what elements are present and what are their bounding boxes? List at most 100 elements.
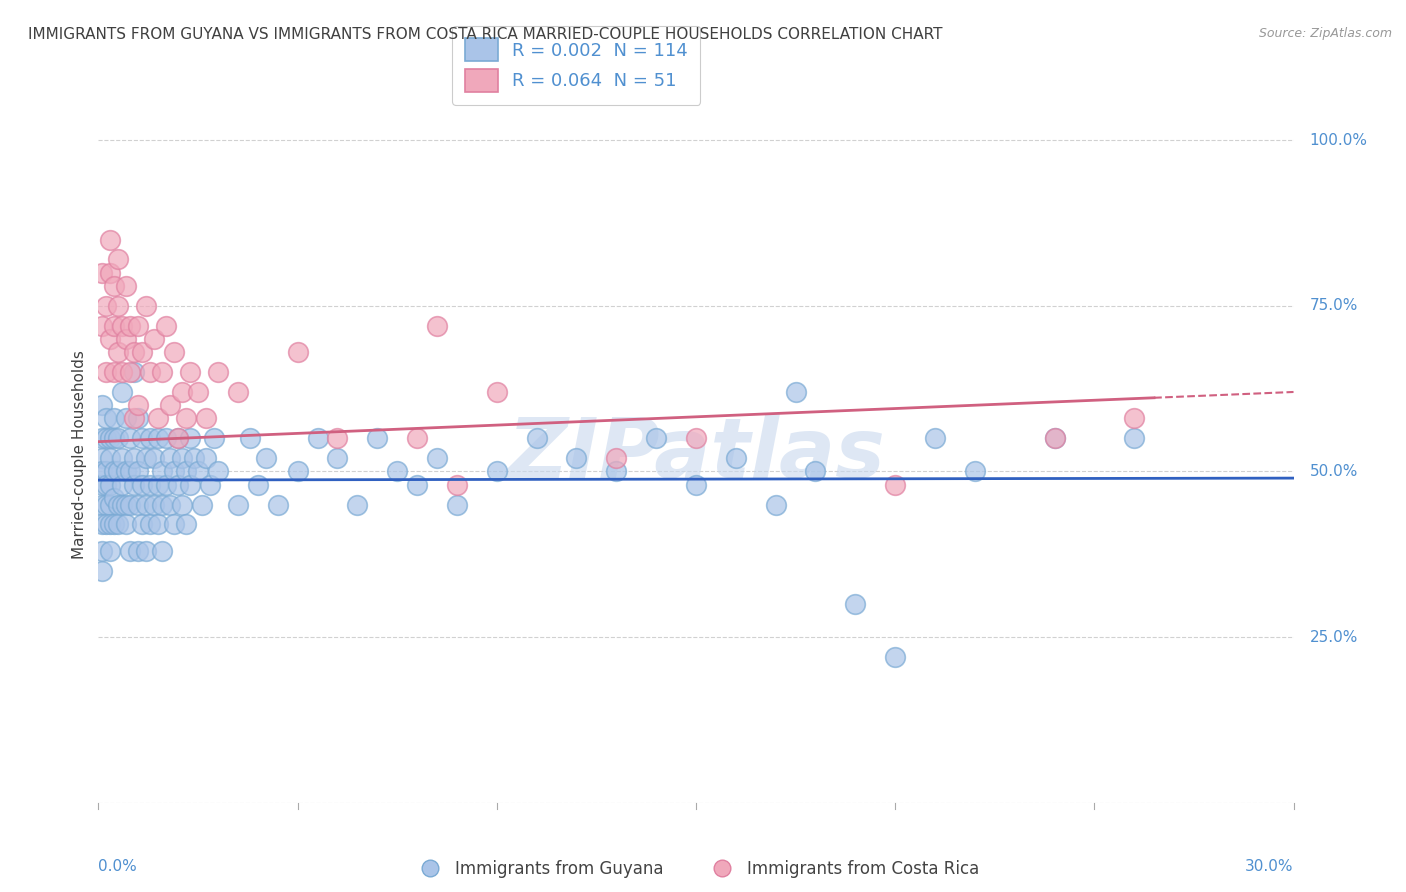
Point xyxy=(91,266,114,280)
Point xyxy=(98,431,122,445)
Point xyxy=(155,318,177,333)
Point xyxy=(127,465,149,479)
Point xyxy=(326,451,349,466)
Point xyxy=(1043,431,1066,445)
Point xyxy=(159,498,181,512)
Point xyxy=(685,431,707,445)
Point xyxy=(150,544,173,558)
Point xyxy=(115,279,138,293)
Point xyxy=(174,465,197,479)
Point xyxy=(96,431,118,445)
Point xyxy=(150,365,173,379)
Point xyxy=(191,498,214,512)
Point xyxy=(172,498,194,512)
Point xyxy=(385,465,409,479)
Point xyxy=(111,498,134,512)
Point xyxy=(91,498,114,512)
Point xyxy=(446,477,468,491)
Point xyxy=(91,451,114,466)
Point xyxy=(143,498,166,512)
Point xyxy=(645,431,668,445)
Point xyxy=(844,597,866,611)
Point xyxy=(163,517,186,532)
Point xyxy=(150,498,173,512)
Point xyxy=(1123,431,1146,445)
Point xyxy=(179,365,201,379)
Point xyxy=(326,431,349,445)
Point xyxy=(103,365,125,379)
Point xyxy=(159,398,181,412)
Point xyxy=(226,498,249,512)
Point xyxy=(107,252,129,267)
Point xyxy=(98,498,122,512)
Text: 25.0%: 25.0% xyxy=(1309,630,1358,645)
Point xyxy=(159,451,181,466)
Point xyxy=(98,544,122,558)
Legend: Immigrants from Guyana, Immigrants from Costa Rica: Immigrants from Guyana, Immigrants from … xyxy=(406,854,986,885)
Point xyxy=(139,477,162,491)
Point xyxy=(287,345,309,359)
Point xyxy=(183,451,205,466)
Point xyxy=(96,477,118,491)
Text: ZIPatlas: ZIPatlas xyxy=(508,415,884,495)
Point xyxy=(103,465,125,479)
Point xyxy=(406,477,429,491)
Point xyxy=(172,384,194,399)
Point xyxy=(139,517,162,532)
Point xyxy=(785,384,807,399)
Point xyxy=(111,365,134,379)
Point xyxy=(167,431,190,445)
Point xyxy=(366,431,388,445)
Point xyxy=(163,465,186,479)
Point xyxy=(103,517,125,532)
Point xyxy=(924,431,946,445)
Point xyxy=(124,411,146,425)
Text: Source: ZipAtlas.com: Source: ZipAtlas.com xyxy=(1258,27,1392,40)
Point xyxy=(120,544,142,558)
Point xyxy=(155,477,177,491)
Point xyxy=(207,365,229,379)
Point xyxy=(187,384,209,399)
Point xyxy=(148,411,170,425)
Point xyxy=(172,451,194,466)
Point xyxy=(565,451,588,466)
Point xyxy=(107,299,129,313)
Point xyxy=(91,477,114,491)
Point xyxy=(115,411,138,425)
Point xyxy=(124,451,146,466)
Point xyxy=(98,477,122,491)
Point xyxy=(107,345,129,359)
Point xyxy=(148,517,170,532)
Point xyxy=(804,465,827,479)
Point xyxy=(187,465,209,479)
Point xyxy=(174,517,197,532)
Point xyxy=(131,345,153,359)
Point xyxy=(120,318,142,333)
Point xyxy=(194,411,218,425)
Point xyxy=(98,451,122,466)
Point xyxy=(98,233,122,247)
Point xyxy=(120,498,142,512)
Point xyxy=(135,451,157,466)
Point xyxy=(155,431,177,445)
Point xyxy=(605,451,627,466)
Text: 50.0%: 50.0% xyxy=(1309,464,1358,479)
Point xyxy=(115,332,138,346)
Point xyxy=(91,544,114,558)
Point xyxy=(139,431,162,445)
Point xyxy=(115,465,138,479)
Point xyxy=(202,431,225,445)
Text: 30.0%: 30.0% xyxy=(1246,859,1294,874)
Point xyxy=(96,299,118,313)
Point xyxy=(103,431,125,445)
Point xyxy=(124,477,146,491)
Point xyxy=(485,465,508,479)
Point xyxy=(91,318,114,333)
Point xyxy=(163,345,186,359)
Point xyxy=(103,318,125,333)
Point xyxy=(103,411,125,425)
Point xyxy=(139,365,162,379)
Point xyxy=(1043,431,1066,445)
Point xyxy=(267,498,290,512)
Point xyxy=(127,411,149,425)
